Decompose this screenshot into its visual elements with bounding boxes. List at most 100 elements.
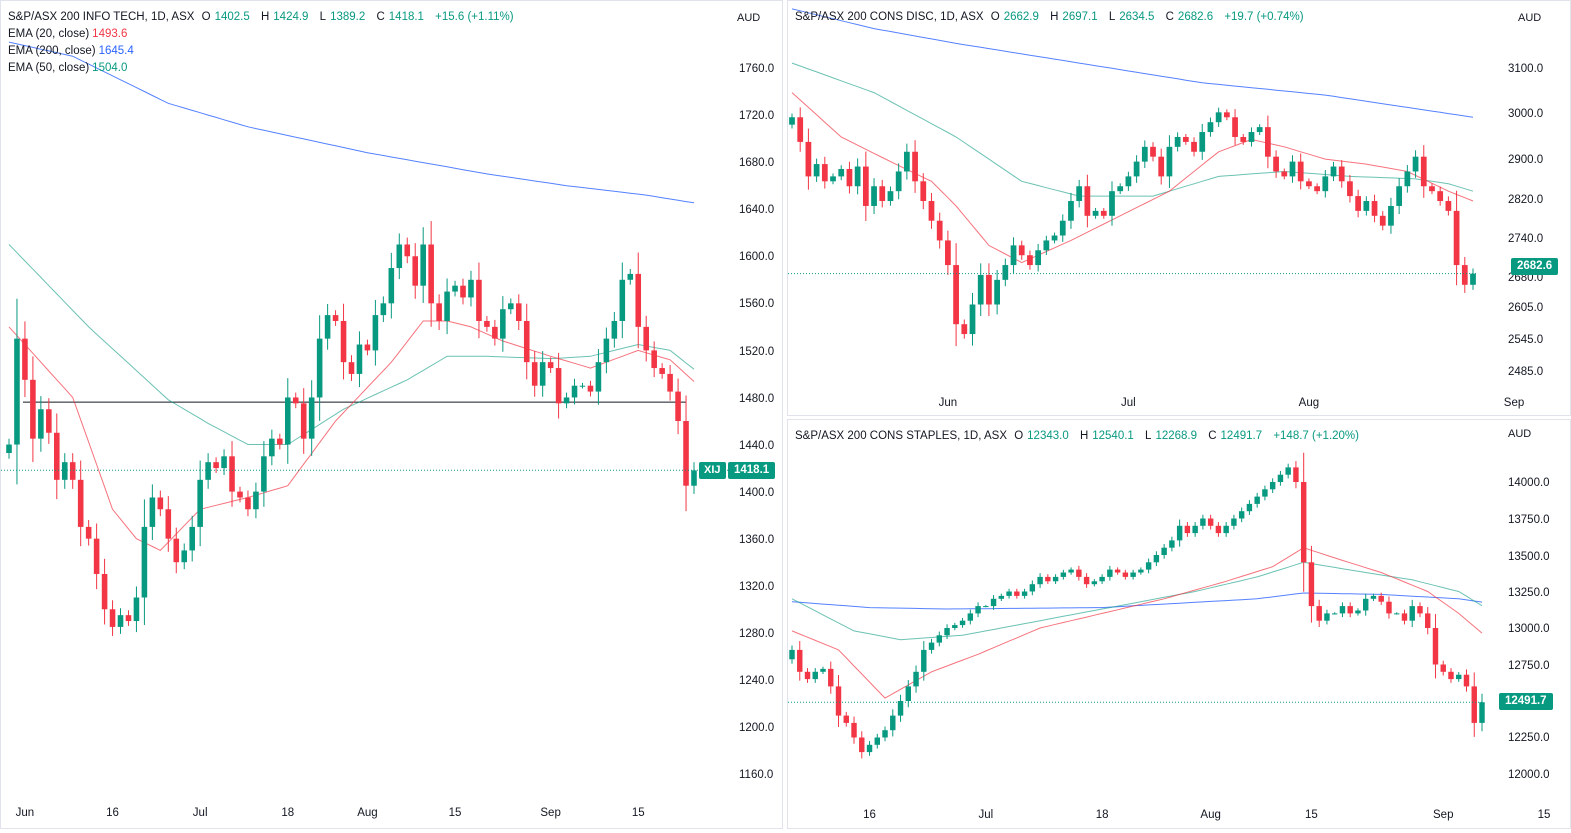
candle-body <box>1192 525 1198 534</box>
candle-body <box>944 628 950 636</box>
candle-body <box>1207 122 1214 133</box>
y-tick-label: 1360.0 <box>739 534 774 546</box>
candle-body <box>1273 156 1279 172</box>
candle-body <box>468 279 474 298</box>
candle-body <box>1362 598 1369 611</box>
candle-body <box>1207 518 1214 526</box>
candle-body <box>1254 496 1260 504</box>
candle-body <box>1277 474 1284 482</box>
candle-body <box>667 373 673 392</box>
y-tick-label: 1480.0 <box>739 393 774 405</box>
chart-plot-info-tech[interactable]: 1160.0 1200.0 1240.0 1280.0 1320.0 1360.0 1400… <box>1 1 783 829</box>
symbol-title: S&P/ASX 200 CONS DISC, 1D, ASX <box>795 11 984 23</box>
candle-body <box>675 391 681 421</box>
x-tick-label: 16 <box>863 809 876 821</box>
candle-body <box>1223 112 1230 118</box>
x-tick-label: Jul <box>1121 397 1136 409</box>
candle-body <box>838 169 845 177</box>
chart-plot-cons-disc[interactable]: 2485.0 2545.0 2605.0 2680.0 2740.0 2820.0 2900… <box>788 1 1571 416</box>
candle-body <box>356 344 363 374</box>
high-value: 1424.9 <box>273 11 309 23</box>
candle-body <box>643 326 649 351</box>
candle-body <box>149 497 156 527</box>
open-value: 1402.5 <box>214 11 250 23</box>
low-value: 2634.5 <box>1119 11 1155 23</box>
ema20-line <box>8 320 695 552</box>
candle-body <box>804 671 811 680</box>
candle-body <box>866 744 873 753</box>
candle-body <box>364 344 371 351</box>
indicator-ema200[interactable]: EMA (200, close) 1645.4 <box>8 45 134 57</box>
candle-body <box>1100 210 1107 216</box>
candle-body <box>523 320 530 363</box>
candle-body <box>1453 210 1460 266</box>
candle-body <box>1401 613 1408 621</box>
x-tick-label: Jun <box>939 397 958 409</box>
y-tick-label: 1640.0 <box>739 204 774 216</box>
candle-body <box>261 456 267 492</box>
candle-body <box>1355 196 1362 211</box>
candle-body <box>1246 503 1253 512</box>
ohlc-header: S&P/ASX 200 CONS STAPLES, 1D, ASX O 12343… <box>795 430 1359 442</box>
candle-body <box>476 279 482 321</box>
candle-body <box>994 279 1000 305</box>
candle-body <box>1161 547 1167 555</box>
candle-body <box>6 444 12 454</box>
candle-body <box>1300 482 1307 563</box>
x-tick-label: Sep <box>1433 809 1453 821</box>
candle-body <box>277 438 283 445</box>
candle-body <box>1269 482 1276 490</box>
candle-body <box>1432 628 1439 665</box>
change-value: +19.7 (+0.74%) <box>1224 11 1304 23</box>
indicator-ema20[interactable]: EMA (20, close) 1493.6 <box>8 28 128 40</box>
chart-plot-cons-staples[interactable]: 12000.012250.012500.012750.013000.013250… <box>788 420 1571 829</box>
candle-body <box>1145 562 1152 570</box>
candle-body <box>828 668 834 687</box>
candle-body <box>953 265 959 325</box>
candle-body <box>691 470 697 486</box>
candle-body <box>961 324 968 335</box>
candle-body <box>1092 210 1099 216</box>
chart-panel-info-tech[interactable]: S&P/ASX 200 INFO TECH, 1D, ASX O 1402.5 H… <box>0 0 783 829</box>
candle-body <box>1076 186 1083 202</box>
y-tick-label: 1520.0 <box>739 346 774 358</box>
ema200-line <box>791 8 1474 118</box>
open-value: 12343.0 <box>1027 430 1069 442</box>
chart-panel-cons-disc[interactable]: S&P/ASX 200 CONS DISC, 1D, ASX O 2662.9 H… <box>787 0 1571 416</box>
candle-body <box>1158 156 1165 177</box>
candle-body <box>61 462 68 480</box>
chart-panel-cons-staples[interactable]: S&P/ASX 200 CONS STAPLES, 1D, ASX O 12343… <box>787 419 1571 829</box>
candle-body <box>905 686 912 701</box>
candle-body <box>920 181 927 202</box>
x-tick-label: Jul <box>978 809 993 821</box>
candle-body <box>213 462 219 469</box>
candle-body <box>1125 176 1132 187</box>
low-value: 1389.2 <box>330 11 366 23</box>
candle-body <box>189 526 195 551</box>
x-tick-label: 15 <box>632 807 645 819</box>
y-tick-label: 1600.0 <box>739 251 774 263</box>
candle-body <box>874 737 880 745</box>
candle-body <box>587 385 594 392</box>
high-value: 12540.1 <box>1092 430 1134 442</box>
candle-body <box>1051 235 1058 241</box>
candle-body <box>1445 201 1452 211</box>
candle-body <box>205 462 211 480</box>
y-tick-label: 2605.0 <box>1508 302 1543 314</box>
candle-body <box>109 609 116 627</box>
indicator-ema50[interactable]: EMA (50, close) 1504.0 <box>8 62 128 74</box>
candle-body <box>983 606 989 608</box>
candle-body <box>1285 467 1291 475</box>
candle-body <box>547 362 554 369</box>
candle-body <box>835 686 842 716</box>
candle-body <box>998 595 1005 599</box>
candle-body <box>308 397 315 439</box>
candle-body <box>882 730 888 738</box>
candle-body <box>1021 591 1028 596</box>
candle-body <box>1153 555 1160 563</box>
candle-body <box>1182 136 1189 142</box>
candle-body <box>1107 569 1113 577</box>
candle-body <box>789 649 795 660</box>
currency-label: AUD <box>1518 12 1542 24</box>
y-tick-label: 13500.0 <box>1508 551 1550 563</box>
